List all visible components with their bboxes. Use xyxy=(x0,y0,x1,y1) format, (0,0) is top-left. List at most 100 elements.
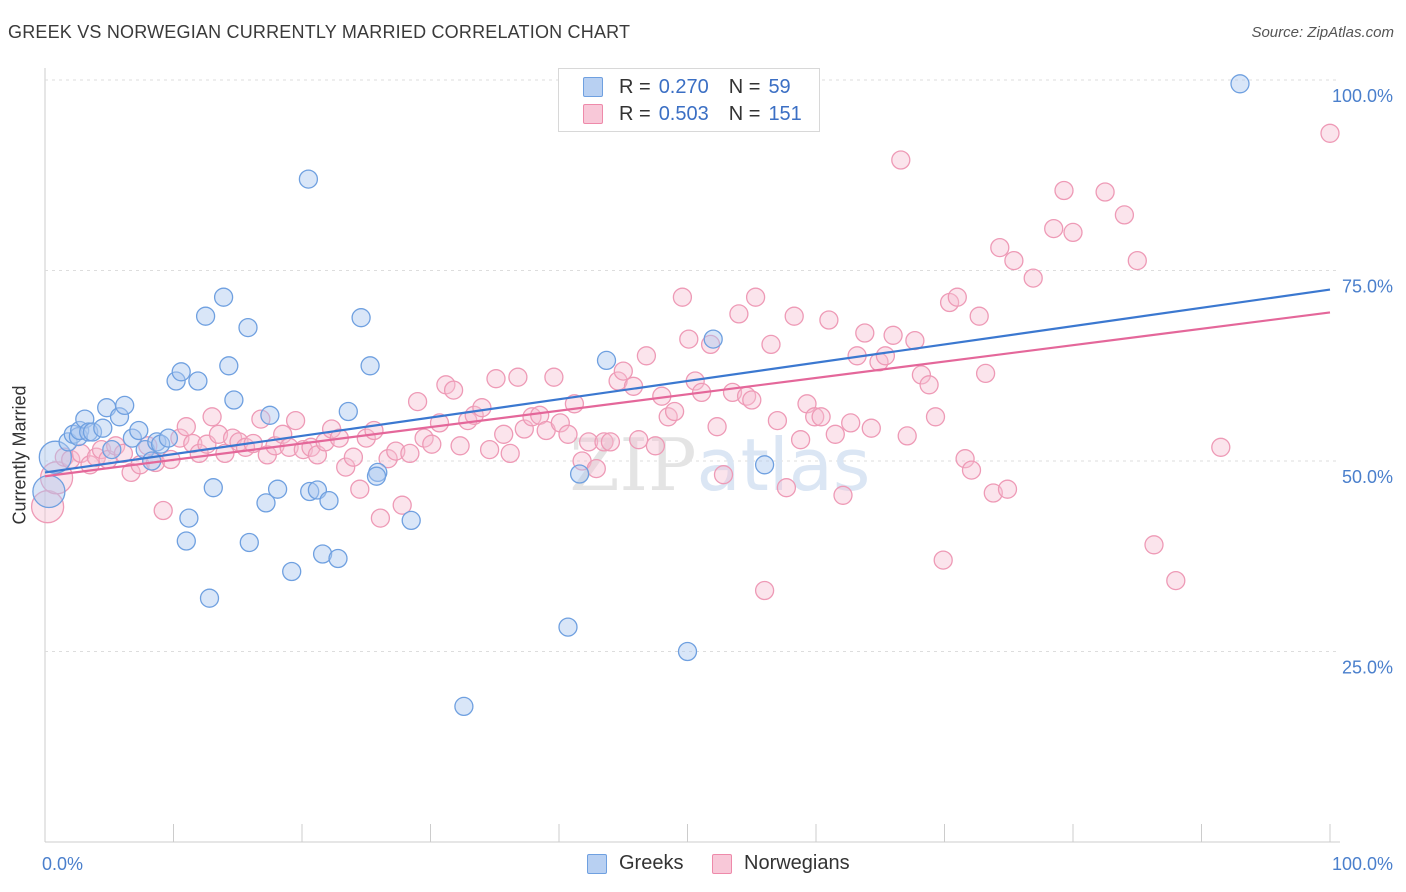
greeks-point xyxy=(199,588,220,608)
norwegians-point xyxy=(1320,123,1340,143)
greeks-point xyxy=(166,371,186,391)
norwegians-point xyxy=(745,287,766,307)
norwegians-point xyxy=(202,407,222,427)
greeks-point xyxy=(558,617,578,637)
norwegians-point xyxy=(891,150,911,170)
greeks-point xyxy=(267,479,288,499)
norwegians-point xyxy=(925,407,946,427)
norwegians-point xyxy=(392,495,412,515)
norwegians-point xyxy=(861,418,881,438)
greeks-point xyxy=(203,478,223,498)
legend-item-norwegians[interactable]: Norwegians xyxy=(712,852,850,875)
norwegians-point xyxy=(975,363,996,384)
legend-swatch-norwegians xyxy=(712,853,732,874)
norwegians-point xyxy=(1044,218,1064,239)
norwegians-point xyxy=(443,380,464,400)
norwegians-trend-line xyxy=(44,311,1331,478)
norwegians-point xyxy=(1054,180,1074,201)
greeks-point xyxy=(239,532,259,553)
greeks-point xyxy=(312,544,333,564)
norwegians-point xyxy=(578,432,599,452)
norwegians-point xyxy=(400,443,420,464)
legend-label-norwegians: Norwegians xyxy=(744,852,850,874)
norwegians-point xyxy=(761,334,781,355)
greeks-point xyxy=(454,696,474,717)
norwegians-point xyxy=(629,430,649,450)
greeks-trend-line xyxy=(44,288,1331,474)
greeks-point xyxy=(351,308,371,328)
norwegians-r-label: R = xyxy=(619,102,651,125)
greeks-point xyxy=(366,466,387,486)
stats-legend: R = 0.270 N = 59 R = 0.503 N = 151 xyxy=(558,68,820,132)
norwegians-point xyxy=(997,479,1018,499)
y-tick-label: 75.0% xyxy=(1342,277,1393,297)
norwegians-point xyxy=(645,436,666,456)
chart-source: Source: ZipAtlas.com xyxy=(1251,24,1394,41)
greeks-point xyxy=(338,401,358,422)
norwegians-point xyxy=(636,346,657,366)
norwegians-point xyxy=(955,449,975,469)
norwegians-point xyxy=(113,443,134,464)
greeks-point xyxy=(569,464,590,484)
norwegians-point xyxy=(700,334,721,355)
greeks-point xyxy=(93,418,113,438)
greeks-point xyxy=(596,350,617,371)
greeks-point xyxy=(319,490,339,511)
greeks-point xyxy=(219,356,239,376)
greeks-point xyxy=(328,548,348,569)
greeks-point xyxy=(677,641,698,662)
greeks-r-value: 0.270 xyxy=(658,75,709,98)
norwegians-point xyxy=(472,398,492,418)
norwegians-point xyxy=(875,346,896,366)
greeks-n-label: N = xyxy=(728,75,761,98)
norwegians-n-label: N = xyxy=(728,102,761,125)
norwegians-point xyxy=(707,417,727,437)
watermark-atlas: atlas xyxy=(696,423,870,507)
series-legend: Greeks Norwegians xyxy=(0,852,1406,878)
y-tick-label: 100.0% xyxy=(1332,86,1393,106)
norwegians-point xyxy=(841,413,861,433)
norwegians-point xyxy=(370,508,391,528)
norwegians-point xyxy=(1114,205,1135,225)
norwegians-point xyxy=(883,325,903,345)
greeks-point xyxy=(238,317,258,338)
y-tick-label: 50.0% xyxy=(1342,467,1393,487)
legend-item-greeks[interactable]: Greeks xyxy=(587,852,683,875)
norwegians-point xyxy=(825,424,845,444)
norwegians-point xyxy=(947,287,967,307)
greeks-point xyxy=(102,439,122,460)
greeks-point xyxy=(115,395,135,416)
norwegians-point xyxy=(176,417,196,437)
norwegians-point xyxy=(784,306,804,326)
norwegians-point xyxy=(600,432,621,452)
norwegians-point xyxy=(558,424,578,444)
norwegians-point xyxy=(594,432,614,452)
norwegians-point xyxy=(422,434,442,454)
greeks-point xyxy=(1230,74,1250,94)
norwegians-point xyxy=(386,441,406,461)
greeks-point xyxy=(109,407,130,427)
norwegians-point xyxy=(586,458,606,479)
greeks-point xyxy=(32,474,66,509)
norwegians-point xyxy=(336,457,356,477)
x-tick-label: 100.0% xyxy=(1332,854,1393,874)
norwegians-point xyxy=(833,485,853,505)
norwegians-point xyxy=(153,500,173,521)
greeks-point xyxy=(256,493,276,513)
norwegians-point xyxy=(742,390,762,410)
norwegians-point xyxy=(522,407,542,427)
norwegians-point xyxy=(1211,437,1231,457)
greeks-point xyxy=(171,362,191,382)
norwegians-point xyxy=(1144,535,1164,555)
series-norwegians xyxy=(30,123,1340,601)
greeks-swatch xyxy=(583,77,603,97)
greeks-point xyxy=(188,371,208,391)
norwegians-point xyxy=(679,329,699,349)
greeks-point xyxy=(298,169,319,189)
greeks-point xyxy=(176,531,196,551)
norwegians-point xyxy=(990,237,1010,258)
norwegians-point xyxy=(961,460,982,480)
greeks-point xyxy=(401,510,421,531)
norwegians-point xyxy=(855,323,875,343)
